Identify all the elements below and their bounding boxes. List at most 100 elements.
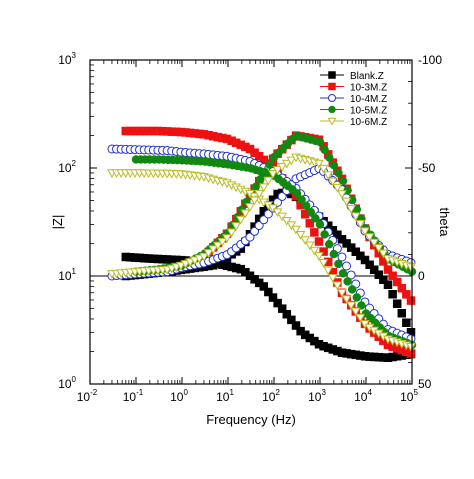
y-right-tick-label: 0 bbox=[418, 269, 425, 283]
theta-point bbox=[189, 256, 200, 266]
theta-point bbox=[369, 265, 379, 275]
theta-point bbox=[350, 212, 361, 222]
x-tick-label: 101 bbox=[216, 388, 234, 404]
z-point bbox=[273, 298, 282, 308]
theta-point bbox=[286, 156, 297, 166]
z-point bbox=[341, 295, 352, 304]
z-point bbox=[272, 208, 283, 218]
legend-marker bbox=[327, 117, 337, 126]
theta-point bbox=[255, 175, 265, 184]
series-5 bbox=[107, 153, 416, 352]
theta-point bbox=[235, 215, 246, 225]
x-tick-label: 104 bbox=[354, 388, 372, 404]
z-point bbox=[282, 310, 292, 319]
theta-point bbox=[346, 205, 356, 214]
theta-point bbox=[332, 183, 343, 193]
theta-point bbox=[374, 270, 384, 279]
theta-point bbox=[245, 232, 255, 242]
theta-point bbox=[392, 277, 402, 287]
y-right-tick-label: -50 bbox=[418, 161, 436, 175]
theta-point bbox=[212, 241, 223, 251]
z-point bbox=[295, 230, 306, 240]
legend-label: Blank.Z bbox=[350, 71, 384, 82]
z-point bbox=[314, 252, 324, 261]
z-point bbox=[347, 285, 357, 294]
z-point bbox=[291, 321, 301, 330]
y-left-tick-label: 101 bbox=[58, 267, 76, 283]
theta-point bbox=[272, 166, 283, 175]
theta-point bbox=[333, 230, 342, 240]
theta-point bbox=[402, 290, 411, 299]
theta-point bbox=[383, 265, 393, 274]
theta-point bbox=[355, 219, 366, 229]
z-point bbox=[297, 195, 306, 204]
theta-point bbox=[373, 244, 384, 253]
theta-point bbox=[397, 308, 407, 318]
x-tick-label: 103 bbox=[308, 388, 326, 404]
legend-label: 10-4M.Z bbox=[350, 94, 387, 105]
tick-labels-layer: 10-2 10-1 100 101 102 103 104 105 100 101 102 103 -1… bbox=[58, 51, 442, 404]
z-point bbox=[350, 307, 361, 317]
z-point bbox=[355, 313, 366, 323]
theta-point bbox=[360, 255, 370, 265]
legend-label: 10-5M.Z bbox=[350, 106, 387, 117]
z-point bbox=[406, 342, 416, 352]
theta-point bbox=[338, 176, 348, 186]
z-point bbox=[309, 246, 320, 256]
theta-point bbox=[277, 191, 287, 201]
z-point bbox=[277, 212, 287, 222]
z-point bbox=[311, 214, 320, 223]
theta-point bbox=[329, 160, 339, 170]
z-point bbox=[268, 293, 278, 302]
z-point bbox=[334, 259, 343, 269]
theta-point bbox=[379, 275, 388, 284]
z-point bbox=[343, 277, 352, 286]
theta-point bbox=[397, 283, 407, 293]
z-point bbox=[342, 261, 352, 271]
theta-point bbox=[337, 190, 347, 199]
legend-marker bbox=[328, 82, 336, 91]
z-point bbox=[323, 266, 333, 276]
theta-point bbox=[265, 160, 274, 169]
theta-point bbox=[254, 221, 264, 231]
theta-point bbox=[240, 209, 251, 219]
z-point bbox=[346, 270, 356, 280]
theta-point bbox=[194, 254, 205, 264]
theta-point bbox=[341, 197, 352, 207]
theta-point bbox=[364, 233, 375, 243]
legend-marker bbox=[328, 105, 336, 114]
y-right-tick-label: 50 bbox=[418, 377, 432, 391]
theta-point bbox=[281, 159, 292, 169]
theta-point bbox=[323, 171, 333, 180]
z-point bbox=[318, 259, 329, 268]
theta-point bbox=[406, 296, 416, 305]
z-point bbox=[264, 287, 273, 297]
y-left-tick-label: 102 bbox=[58, 159, 76, 175]
plot-frame bbox=[89, 59, 413, 385]
theta-point bbox=[245, 203, 255, 212]
z-point bbox=[329, 249, 339, 259]
theta-point bbox=[258, 183, 269, 193]
theta-point bbox=[277, 163, 287, 172]
z-point bbox=[338, 269, 348, 278]
z-point bbox=[287, 315, 296, 325]
theta-point bbox=[222, 234, 232, 244]
theta-point bbox=[268, 170, 278, 179]
theta-point bbox=[259, 215, 269, 225]
theta-point bbox=[314, 159, 324, 169]
theta-point bbox=[406, 263, 416, 273]
z-point bbox=[259, 282, 269, 291]
z-point bbox=[291, 225, 301, 235]
left-y-axis-label: |Z| bbox=[50, 215, 65, 230]
theta-point bbox=[203, 249, 214, 258]
z-point bbox=[337, 289, 347, 298]
theta-point bbox=[254, 189, 264, 199]
theta-point bbox=[392, 299, 402, 308]
z-point bbox=[357, 301, 366, 310]
z-point bbox=[327, 274, 338, 283]
y-left-tick-label: 103 bbox=[58, 51, 76, 67]
theta-point bbox=[383, 280, 393, 289]
z-point bbox=[346, 301, 356, 311]
z-point bbox=[277, 304, 287, 313]
